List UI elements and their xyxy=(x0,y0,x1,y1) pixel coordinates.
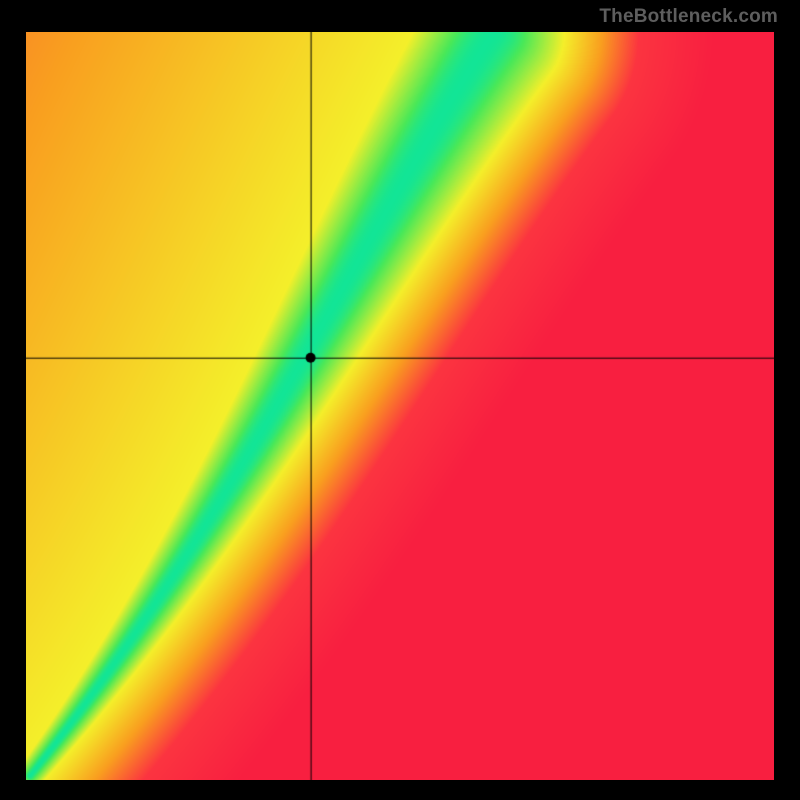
watermark-text: TheBottleneck.com xyxy=(599,6,778,28)
heatmap-canvas xyxy=(26,32,774,780)
bottleneck-heatmap xyxy=(26,32,774,780)
